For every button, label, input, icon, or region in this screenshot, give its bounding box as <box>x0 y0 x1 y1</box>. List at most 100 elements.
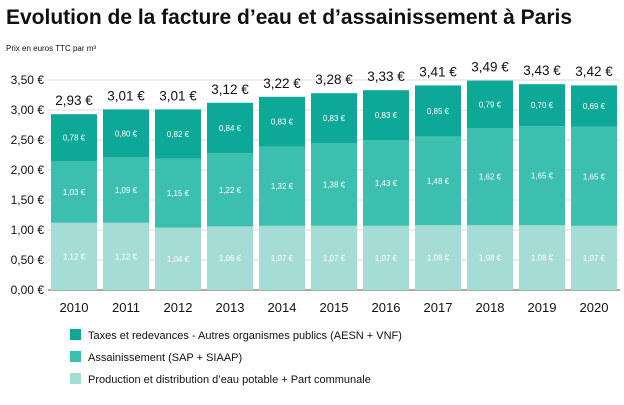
segment-value-label: 1,65 € <box>531 172 554 181</box>
segment-value-label: 1,08 € <box>531 254 554 263</box>
bar-group: 1,08 € 1,62 € 0,79 € 3,49 € <box>467 60 513 290</box>
bar-segment <box>415 225 461 290</box>
segment-value-label: 0,69 € <box>583 102 606 111</box>
segment-value-label: 1,07 € <box>271 254 294 263</box>
bar-group: 1,07 € 1,43 € 0,83 € 3,33 € <box>363 69 409 290</box>
segment-value-label: 0,85 € <box>427 107 450 116</box>
legend-label: Assainissement (SAP + SIAAP) <box>88 352 242 364</box>
x-tick-label: 2019 <box>528 300 557 315</box>
bar-group: 1,07 € 1,38 € 0,83 € 3,28 € <box>311 72 357 290</box>
segment-value-label: 1,07 € <box>323 254 346 263</box>
bar-segment <box>311 225 357 290</box>
bar-total-label: 3,33 € <box>367 69 405 84</box>
bar-group: 1,06 € 1,22 € 0,84 € 3,12 € <box>207 82 253 290</box>
bar-segment <box>51 114 97 161</box>
legend-label: Taxes et redevances - Autres organismes … <box>88 330 402 342</box>
bar-group: 1,07 € 1,32 € 0,83 € 3,22 € <box>259 76 305 290</box>
bar-segment <box>363 140 409 226</box>
segment-value-label: 1,07 € <box>375 254 398 263</box>
segment-value-label: 1,62 € <box>479 173 502 182</box>
segment-value-label: 1,43 € <box>375 179 398 188</box>
bar-segment <box>571 85 617 127</box>
segment-value-label: 1,08 € <box>479 254 502 263</box>
bars: 1,12 € 1,03 € 0,78 € 2,93 € 1,12 € 1,09 € 0,80… <box>51 60 617 290</box>
bar-group: 1,04 € 1,15 € 0,82 € 3,01 € <box>155 88 201 290</box>
x-tick-label: 2012 <box>164 300 193 315</box>
x-tick-label: 2011 <box>112 300 140 315</box>
y-axis-ticks: 0,00 € 0,50 € 1,00 € 1,50 € 2,00 € 2,50 € 3,00… <box>11 73 45 297</box>
bar-segment <box>51 222 97 290</box>
bar-segment <box>155 227 201 290</box>
bar-segment <box>311 93 357 143</box>
segment-value-label: 1,12 € <box>63 252 86 261</box>
bar-segment <box>207 102 253 154</box>
segment-value-label: 1,48 € <box>427 177 450 186</box>
y-tick-label: 1,50 € <box>11 193 45 207</box>
segment-value-label: 0,78 € <box>63 134 86 143</box>
x-tick-label: 2020 <box>580 300 609 315</box>
segment-value-label: 0,82 € <box>167 130 190 139</box>
bar-segment <box>519 225 565 290</box>
bar-segment <box>415 85 461 137</box>
bar-group: 1,12 € 1,09 € 0,80 € 3,01 € <box>103 88 149 290</box>
bar-segment <box>103 157 149 223</box>
segment-value-label: 1,15 € <box>167 189 190 198</box>
x-tick-label: 2013 <box>216 300 245 315</box>
bar-total-label: 3,01 € <box>107 88 145 103</box>
bar-segment <box>571 225 617 290</box>
bar-segment <box>415 136 461 226</box>
segment-value-label: 1,12 € <box>115 252 138 261</box>
x-tick-label: 2015 <box>320 300 349 315</box>
bar-group: 1,08 € 1,65 € 0,70 € 3,43 € <box>519 63 565 290</box>
bar-segment <box>363 225 409 290</box>
x-tick-label: 2016 <box>372 300 401 315</box>
bar-segment <box>207 226 253 290</box>
y-tick-label: 2,00 € <box>11 163 45 177</box>
segment-value-label: 1,32 € <box>271 182 294 191</box>
bar-total-label: 3,12 € <box>211 82 249 97</box>
bar-segment <box>207 153 253 227</box>
segment-value-label: 1,09 € <box>115 186 138 195</box>
segment-value-label: 0,70 € <box>531 101 554 110</box>
segment-value-label: 0,84 € <box>219 124 242 133</box>
legend-swatch <box>70 373 81 384</box>
y-tick-label: 3,00 € <box>11 103 45 117</box>
legend-swatch <box>70 329 81 340</box>
segment-value-label: 0,80 € <box>115 129 138 138</box>
bar-total-label: 3,22 € <box>263 76 301 91</box>
bar-total-label: 3,28 € <box>315 72 353 87</box>
x-tick-label: 2014 <box>268 300 297 315</box>
segment-value-label: 1,03 € <box>63 188 86 197</box>
legend-label: Production et distribution d’eau potable… <box>88 374 371 386</box>
x-axis-ticks: 2010 2011 2012 2013 2014 2015 2016 2017 2018 2019… <box>60 300 609 315</box>
segment-value-label: 1,22 € <box>219 186 242 195</box>
bar-segment <box>259 96 305 147</box>
segment-value-label: 1,07 € <box>583 254 606 263</box>
bar-segment <box>519 84 565 127</box>
y-axis-label: Prix en euros TTC par m³ <box>6 44 96 53</box>
segment-value-label: 1,06 € <box>219 254 242 263</box>
y-tick-label: 1,00 € <box>11 223 45 237</box>
bar-segment <box>571 126 617 226</box>
bar-segment <box>259 146 305 226</box>
y-tick-label: 0,00 € <box>11 283 45 297</box>
bar-total-label: 3,49 € <box>471 60 509 75</box>
bar-segment <box>51 161 97 223</box>
bar-segment <box>363 90 409 140</box>
bar-group: 1,08 € 1,48 € 0,85 € 3,41 € <box>415 64 461 290</box>
segment-value-label: 0,79 € <box>479 100 502 109</box>
segment-value-label: 1,04 € <box>167 255 190 264</box>
bar-total-label: 3,42 € <box>575 64 613 79</box>
bar-segment <box>467 128 513 226</box>
bar-group: 1,12 € 1,03 € 0,78 € 2,93 € <box>51 93 97 290</box>
y-tick-label: 2,50 € <box>11 133 45 147</box>
bar-segment <box>103 222 149 290</box>
bar-total-label: 3,41 € <box>419 64 457 79</box>
x-tick-label: 2017 <box>424 300 453 315</box>
bar-group: 1,07 € 1,65 € 0,69 € 3,42 € <box>571 64 617 290</box>
y-tick-label: 0,50 € <box>11 253 45 267</box>
x-tick-label: 2018 <box>476 300 505 315</box>
bar-total-label: 2,93 € <box>55 93 93 108</box>
legend: Taxes et redevances - Autres organismes … <box>70 329 402 386</box>
